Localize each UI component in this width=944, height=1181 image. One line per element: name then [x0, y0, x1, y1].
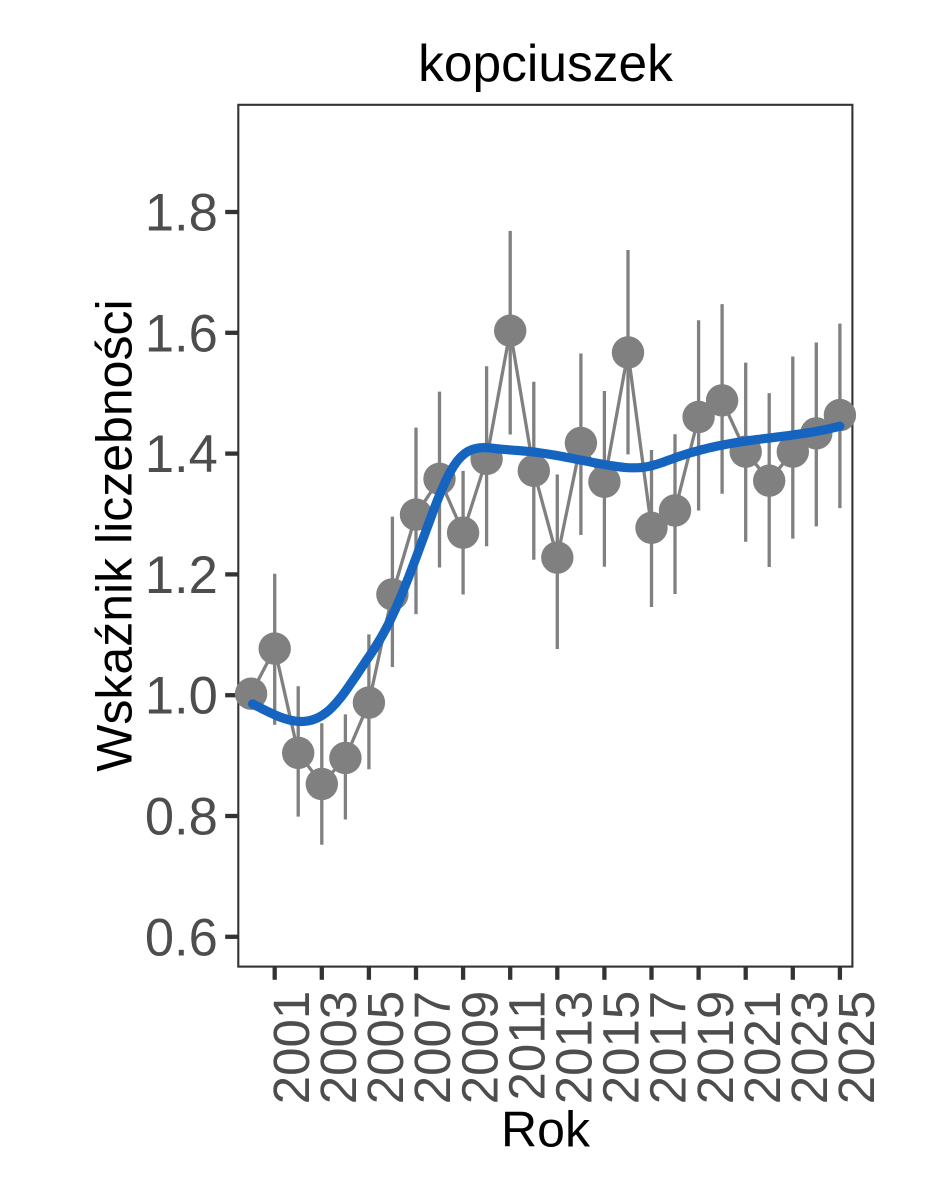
- svg-text:2013: 2013: [546, 991, 603, 1104]
- svg-text:2019: 2019: [687, 991, 744, 1104]
- svg-text:2003: 2003: [310, 991, 367, 1104]
- svg-text:2015: 2015: [593, 991, 650, 1104]
- svg-text:1.0: 1.0: [145, 667, 218, 726]
- svg-text:2021: 2021: [734, 991, 791, 1104]
- svg-text:2025: 2025: [828, 991, 885, 1104]
- svg-text:2017: 2017: [640, 991, 697, 1104]
- svg-text:1.8: 1.8: [145, 184, 218, 243]
- svg-text:Wskaźnik liczebności: Wskaźnik liczebności: [87, 299, 143, 771]
- svg-text:1.6: 1.6: [145, 304, 218, 363]
- svg-text:2005: 2005: [357, 991, 414, 1104]
- svg-text:2009: 2009: [451, 991, 508, 1104]
- svg-text:1.2: 1.2: [145, 546, 218, 605]
- svg-text:Rok: Rok: [501, 1102, 591, 1158]
- svg-text:2007: 2007: [404, 991, 461, 1104]
- svg-text:2001: 2001: [263, 991, 320, 1104]
- svg-text:1.4: 1.4: [145, 425, 218, 484]
- svg-text:2023: 2023: [781, 991, 838, 1104]
- svg-text:0.6: 0.6: [145, 908, 218, 967]
- svg-text:0.8: 0.8: [145, 788, 218, 847]
- svg-text:kopciuszek: kopciuszek: [418, 34, 673, 92]
- svg-text:2011: 2011: [498, 991, 555, 1101]
